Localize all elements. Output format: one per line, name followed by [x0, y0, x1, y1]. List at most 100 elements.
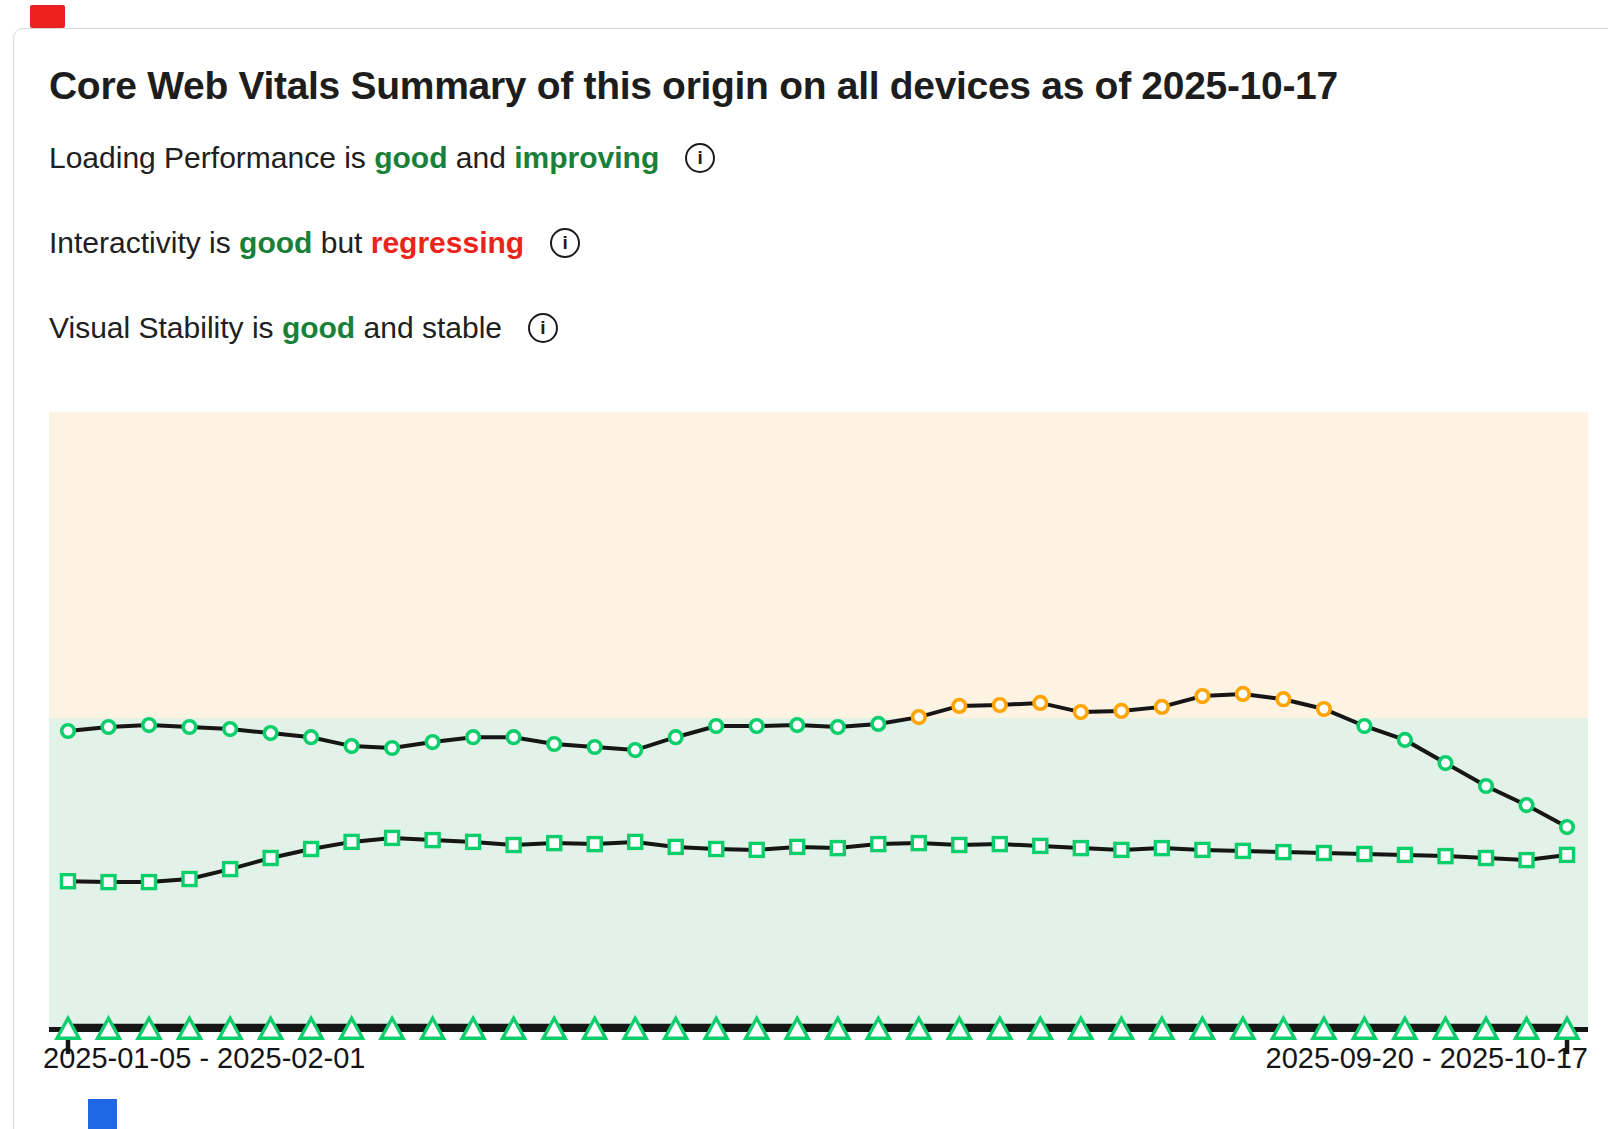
interactivity-point[interactable]	[588, 838, 601, 851]
status-segment: and stable	[355, 311, 502, 344]
interactivity-point[interactable]	[1358, 848, 1371, 861]
loading-point[interactable]	[1237, 688, 1250, 701]
loading-point[interactable]	[143, 719, 156, 732]
loading-point[interactable]	[872, 718, 885, 731]
loading-point[interactable]	[1318, 703, 1331, 716]
zone-needs-improvement	[49, 412, 1588, 718]
interactivity-point[interactable]	[183, 873, 196, 886]
loading-point[interactable]	[1115, 705, 1128, 718]
status-line-interactivity: Interactivity is good but regressing i	[49, 226, 580, 260]
info-icon[interactable]: i	[528, 313, 558, 343]
interactivity-point[interactable]	[1317, 847, 1330, 860]
interactivity-point[interactable]	[791, 840, 804, 853]
interactivity-point[interactable]	[1439, 850, 1452, 863]
interactivity-point[interactable]	[953, 839, 966, 852]
info-icon[interactable]: i	[550, 228, 580, 258]
loading-point[interactable]	[305, 731, 318, 744]
interactivity-point[interactable]	[1074, 842, 1087, 855]
interactivity-point[interactable]	[1236, 844, 1249, 857]
interactivity-point[interactable]	[1034, 839, 1047, 852]
loading-point[interactable]	[669, 731, 682, 744]
loading-point[interactable]	[345, 740, 358, 753]
loading-point[interactable]	[629, 744, 642, 757]
loading-point[interactable]	[1075, 706, 1088, 719]
loading-point[interactable]	[1399, 734, 1412, 747]
interactivity-point[interactable]	[831, 842, 844, 855]
status-segment: Interactivity is	[49, 226, 239, 259]
loading-point[interactable]	[102, 721, 115, 734]
bottom-left-blue-mark	[88, 1099, 117, 1129]
interactivity-point[interactable]	[1277, 846, 1290, 859]
loading-point[interactable]	[467, 731, 480, 744]
loading-point[interactable]	[750, 720, 763, 733]
loading-point[interactable]	[1156, 701, 1169, 714]
interactivity-point[interactable]	[305, 843, 318, 856]
loading-point[interactable]	[953, 700, 966, 713]
status-segment: Loading Performance is	[49, 141, 374, 174]
interactivity-point[interactable]	[629, 835, 642, 848]
interactivity-point[interactable]	[264, 852, 277, 865]
loading-point[interactable]	[548, 738, 561, 751]
loading-point[interactable]	[426, 736, 439, 749]
interactivity-point[interactable]	[1115, 843, 1128, 856]
loading-point[interactable]	[1520, 799, 1533, 812]
interactivity-point[interactable]	[872, 838, 885, 851]
loading-point[interactable]	[1034, 697, 1047, 710]
interactivity-point[interactable]	[710, 843, 723, 856]
loading-point[interactable]	[1439, 757, 1452, 770]
interactivity-point[interactable]	[345, 835, 358, 848]
info-icon[interactable]: i	[685, 143, 715, 173]
interactivity-point[interactable]	[102, 876, 115, 889]
status-segment: good	[239, 226, 312, 259]
loading-point[interactable]	[994, 699, 1007, 712]
status-segment: regressing	[371, 226, 524, 259]
loading-point[interactable]	[183, 721, 196, 734]
interactivity-point[interactable]	[1480, 852, 1493, 865]
interactivity-point[interactable]	[1561, 848, 1574, 861]
x-axis-label-first: 2025-01-05 - 2025-02-01	[43, 1042, 365, 1075]
loading-point[interactable]	[832, 721, 845, 734]
interactivity-point[interactable]	[426, 834, 439, 847]
interactivity-point[interactable]	[224, 863, 237, 876]
interactivity-point[interactable]	[62, 875, 75, 888]
interactivity-point[interactable]	[1398, 848, 1411, 861]
interactivity-point[interactable]	[669, 840, 682, 853]
loading-point[interactable]	[1277, 693, 1290, 706]
status-text-interactivity: Interactivity is good but regressing	[49, 226, 524, 260]
loading-point[interactable]	[791, 719, 804, 732]
loading-point[interactable]	[62, 725, 75, 738]
interactivity-point[interactable]	[386, 831, 399, 844]
loading-point[interactable]	[1480, 780, 1493, 793]
interactivity-point[interactable]	[467, 835, 480, 848]
status-segment: and	[448, 141, 515, 174]
loading-point[interactable]	[710, 720, 723, 733]
loading-point[interactable]	[264, 727, 277, 740]
interactivity-point[interactable]	[1155, 842, 1168, 855]
status-segment: but	[312, 226, 370, 259]
loading-point[interactable]	[386, 742, 399, 755]
top-left-red-mark	[30, 5, 65, 28]
interactivity-point[interactable]	[912, 837, 925, 850]
interactivity-point[interactable]	[750, 843, 763, 856]
loading-point[interactable]	[1196, 690, 1209, 703]
status-segment: good	[282, 311, 355, 344]
loading-point[interactable]	[507, 731, 520, 744]
interactivity-point[interactable]	[548, 837, 561, 850]
interactivity-point[interactable]	[507, 839, 520, 852]
loading-point[interactable]	[913, 711, 926, 724]
loading-point[interactable]	[1561, 821, 1574, 834]
loading-point[interactable]	[1358, 720, 1371, 733]
status-line-loading: Loading Performance is good and improvin…	[49, 141, 715, 175]
page-title: Core Web Vitals Summary of this origin o…	[49, 64, 1338, 108]
interactivity-point[interactable]	[1520, 854, 1533, 867]
interactivity-point[interactable]	[993, 838, 1006, 851]
zone-good	[49, 718, 1588, 1027]
x-axis-label-last: 2025-09-20 - 2025-10-17	[1266, 1042, 1588, 1075]
interactivity-point[interactable]	[143, 876, 156, 889]
interactivity-point[interactable]	[1196, 843, 1209, 856]
status-text-visual-stability: Visual Stability is good and stable	[49, 311, 502, 345]
loading-point[interactable]	[224, 723, 237, 736]
loading-point[interactable]	[588, 741, 601, 754]
status-segment: good	[374, 141, 447, 174]
status-segment: Visual Stability is	[49, 311, 282, 344]
